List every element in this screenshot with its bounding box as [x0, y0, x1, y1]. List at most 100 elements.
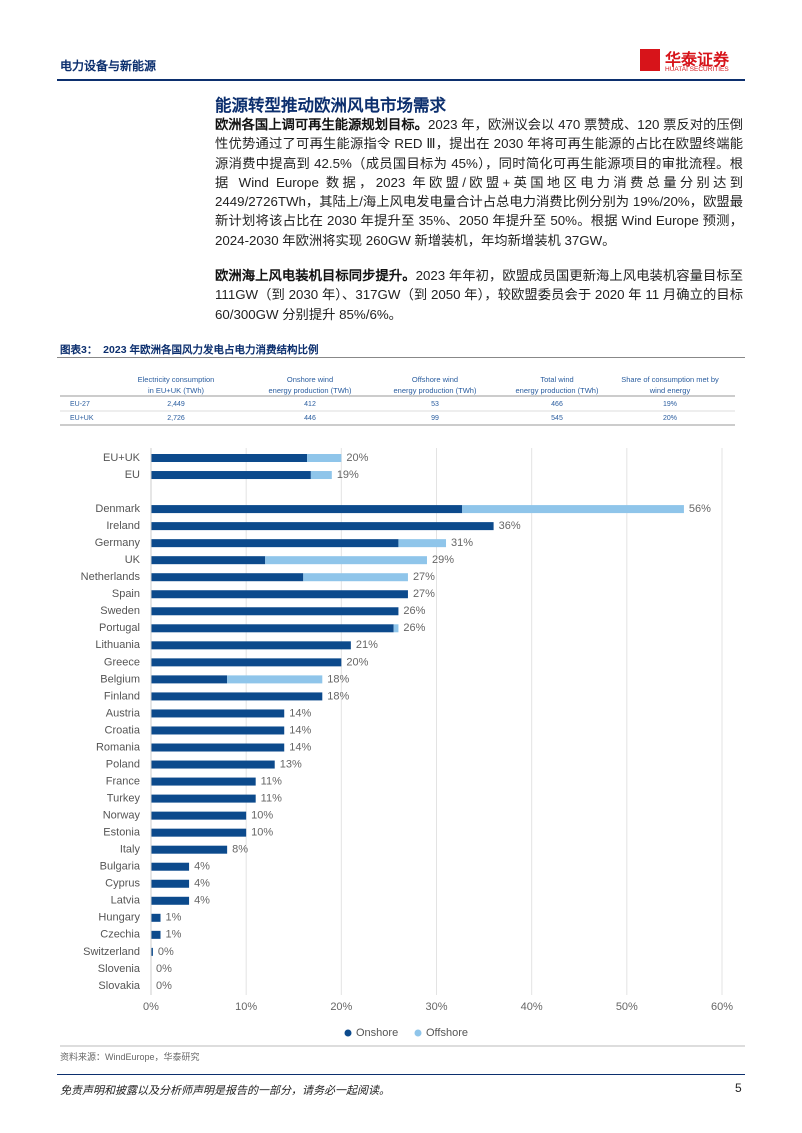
bar-segment: [151, 862, 190, 871]
bar-segment: [151, 641, 351, 650]
table-header: Offshore wind: [412, 375, 458, 384]
bar-segment: [151, 845, 228, 854]
table-cell: 412: [304, 401, 316, 408]
value-label: 14%: [289, 741, 311, 753]
header-section: 电力设备与新能源: [60, 59, 157, 73]
bar-segment: [151, 471, 311, 480]
x-tick-label: 60%: [711, 1001, 733, 1013]
table-header: energy production (TWh): [269, 386, 352, 395]
y-tick-label: Turkey: [107, 793, 141, 805]
bar-segment: [462, 505, 684, 514]
x-tick-label: 50%: [616, 1001, 638, 1013]
y-tick-label: Finland: [104, 690, 140, 702]
table-cell: 466: [551, 401, 563, 408]
bar-segment: [151, 743, 285, 752]
y-tick-label: Latvia: [111, 895, 141, 907]
legend-marker: [344, 1029, 352, 1037]
x-tick-label: 40%: [521, 1001, 543, 1013]
x-tick-label: 30%: [425, 1001, 447, 1013]
table-cell: 53: [431, 401, 439, 408]
bar-segment: [151, 539, 399, 548]
bar-segment: [151, 879, 190, 888]
y-tick-label: Belgium: [100, 673, 140, 685]
table-header: energy production (TWh): [516, 386, 599, 395]
value-label: 4%: [194, 878, 210, 890]
y-tick-label: Hungary: [98, 912, 140, 924]
value-label: 4%: [194, 861, 210, 873]
y-tick-label: Estonia: [103, 827, 141, 839]
page-number: 5: [735, 1081, 742, 1095]
table-cell: 2,449: [167, 401, 185, 408]
value-label: 0%: [158, 946, 174, 958]
y-tick-label: Croatia: [105, 724, 141, 736]
value-label: 18%: [327, 673, 349, 685]
figure-caption: 图表3： 2023 年欧洲各国风力发电占电力消费结构比例: [60, 344, 319, 356]
value-label: 14%: [289, 707, 311, 719]
bar-segment: [151, 777, 256, 786]
logo-cn: 华泰证券: [665, 52, 730, 69]
value-label: 10%: [251, 827, 273, 839]
y-tick-label: Austria: [106, 707, 141, 719]
y-tick-label: Denmark: [95, 503, 140, 515]
paragraph-lead: 欧洲海上风电装机目标同步提升。: [215, 268, 416, 283]
table-header: Onshore wind: [287, 375, 333, 384]
table-cell: 446: [304, 415, 316, 422]
table-cell: 20%: [663, 415, 677, 422]
value-label: 19%: [337, 469, 359, 481]
bar-segment: [151, 505, 463, 514]
section-title: 能源转型推动欧洲风电市场需求: [215, 97, 446, 115]
y-tick-label: Bulgaria: [100, 861, 141, 873]
paragraph: 欧洲海上风电装机目标同步提升。2023 年年初，欧盟成员国更新海上风电装机容量目…: [215, 266, 743, 324]
y-tick-label: Switzerland: [83, 946, 140, 958]
value-label: 21%: [356, 639, 378, 651]
bar-segment: [151, 896, 190, 905]
bar-segment: [151, 658, 342, 667]
table-header: energy production (TWh): [394, 386, 477, 395]
y-tick-label: Netherlands: [81, 571, 141, 583]
logo-en: HUATAI SECURITIES: [665, 66, 729, 73]
bar-segment: [151, 454, 308, 462]
y-tick-label: Ireland: [106, 520, 140, 532]
bar-segment: [310, 471, 332, 480]
header-rule: [57, 79, 745, 81]
value-label: 18%: [327, 690, 349, 702]
bar-segment: [151, 556, 266, 565]
table-row-label: EU+UK: [70, 415, 94, 422]
value-label: 20%: [346, 656, 368, 668]
y-tick-label: France: [106, 775, 140, 787]
value-label: 11%: [261, 793, 282, 805]
legend-label: Offshore: [426, 1027, 468, 1039]
value-label: 27%: [413, 588, 435, 600]
paragraph: 欧洲各国上调可再生能源规划目标。2023 年，欧洲议会以 470 票赞成、120…: [215, 115, 743, 250]
footer-rule: [57, 1074, 745, 1075]
bar-segment: [151, 760, 275, 769]
y-tick-label: Romania: [96, 741, 141, 753]
bar-segment: [151, 675, 228, 684]
caption-rule: [57, 357, 745, 358]
table-header: wind energy: [649, 386, 691, 395]
value-label: 14%: [289, 724, 311, 736]
bar-segment: [227, 675, 323, 684]
bar-segment: [151, 828, 247, 837]
value-label: 27%: [413, 571, 435, 583]
table-header: in EU+UK (TWh): [148, 386, 205, 395]
x-tick-label: 0%: [143, 1001, 159, 1013]
value-label: 1%: [166, 912, 182, 924]
bar-segment: [151, 522, 494, 531]
value-label: 29%: [432, 554, 454, 566]
x-tick-label: 20%: [330, 1001, 352, 1013]
y-tick-label: EU+UK: [103, 452, 141, 464]
table-cell: 99: [431, 415, 439, 422]
y-tick-label: UK: [125, 554, 141, 566]
table-row-label: EU-27: [70, 401, 90, 408]
value-label: 10%: [251, 810, 273, 822]
value-label: 0%: [156, 963, 172, 975]
x-tick-label: 10%: [235, 1001, 257, 1013]
table-cell: 545: [551, 415, 563, 422]
bar-segment: [151, 947, 153, 956]
logo-icon: [640, 49, 660, 71]
table-cell: 2,726: [167, 415, 185, 422]
bar-segment: [265, 556, 427, 565]
table-header: Electricity consumption: [138, 375, 215, 384]
y-tick-label: Lithuania: [95, 639, 141, 651]
